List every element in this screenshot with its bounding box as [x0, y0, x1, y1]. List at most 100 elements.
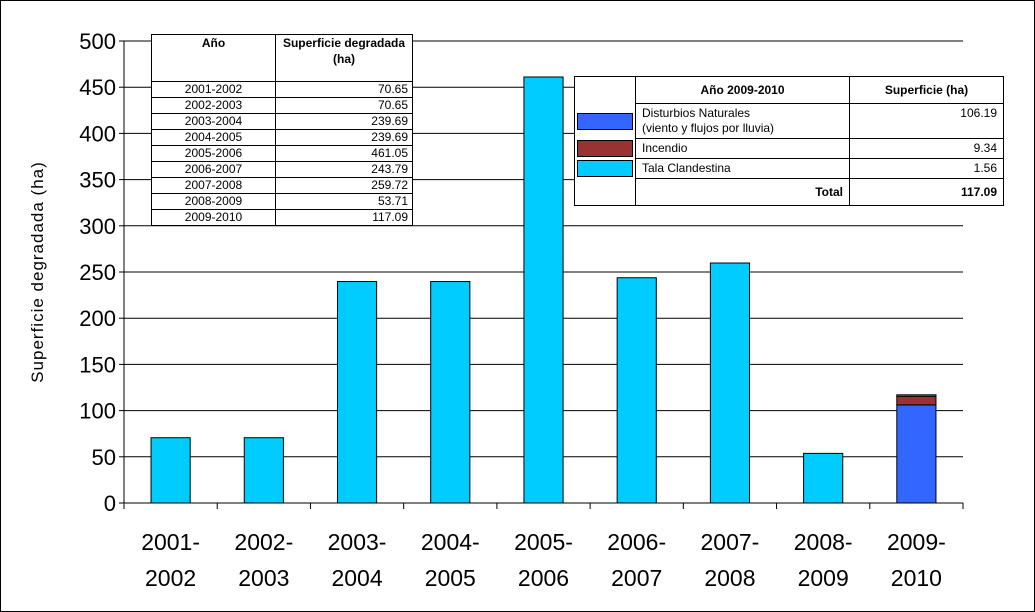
year-cell: 2006-2007: [151, 161, 276, 178]
bar: [616, 277, 657, 504]
area-value-cell: 461.05: [275, 145, 413, 162]
x-tick-label: 2001-: [141, 529, 200, 555]
y-tick-label: 300: [79, 214, 116, 239]
x-tick-label: 2008: [704, 565, 755, 591]
year-summary-table: Año Superficie degradada (ha) 2001-2002 7…: [151, 34, 413, 226]
area-value-cell: 259.72: [275, 177, 413, 194]
x-tick-label: 2005: [425, 565, 476, 591]
x-tick-label: 2003: [238, 565, 289, 591]
x-tick-label: 2007: [611, 565, 662, 591]
year-cell: 2002-2003: [151, 97, 276, 114]
area-value-cell: 239.69: [275, 129, 413, 146]
bar: [709, 262, 751, 504]
bar: [803, 452, 844, 504]
year-cell: 2003-2004: [151, 113, 276, 130]
bar: [523, 76, 564, 504]
legend-label: Incendio: [642, 141, 688, 155]
bar: [150, 437, 191, 504]
year-cell: 2004-2005: [151, 129, 276, 146]
y-axis-title: Superficie degradada (ha): [28, 161, 47, 383]
year-table-row: 2009-2010 117.09: [151, 209, 413, 226]
year-table-row: 2005-2006 461.05: [151, 145, 413, 162]
area-value-cell: 53.71: [275, 193, 413, 210]
bar: [430, 281, 471, 504]
legend-label-cell: Disturbios Naturales (viento y flujos por…: [635, 103, 850, 139]
year-column-header: Año: [151, 34, 276, 82]
x-tick-label: 2009: [798, 565, 849, 591]
y-tick-label: 350: [79, 168, 116, 193]
legend-swatch-header: [574, 76, 636, 104]
x-tick-label: 2003-: [328, 529, 387, 555]
legend-swatch: [577, 160, 633, 177]
area-value-cell: 239.69: [275, 113, 413, 130]
x-tick-label: 2004: [331, 565, 382, 591]
bar: [243, 437, 284, 504]
legend-value: 9.34: [849, 138, 1004, 159]
year-cell: 2007-2008: [151, 177, 276, 194]
y-tick-label: 150: [79, 352, 116, 377]
year-table-row: 2004-2005 239.69: [151, 129, 413, 146]
bar: [896, 395, 937, 406]
year-table-row: 2003-2004 239.69: [151, 113, 413, 130]
legend-total-spacer: [574, 178, 636, 206]
x-tick-label: 2004-: [421, 529, 480, 555]
year-cell: 2009-2010: [151, 209, 276, 226]
bar: [896, 404, 937, 504]
legend-label-detail: (viento y flujos por lluvia): [642, 121, 775, 135]
y-tick-label: 100: [79, 399, 116, 424]
y-tick-label: 400: [79, 121, 116, 146]
area-value-cell: 70.65: [275, 81, 413, 98]
legend-value: 106.19: [849, 103, 1004, 139]
legend-swatch-cell: [574, 158, 636, 179]
bar: [896, 394, 937, 397]
legend-label-cell: Tala Clandestina: [635, 158, 850, 179]
y-tick-label: 200: [79, 306, 116, 331]
y-tick-label: 0: [104, 491, 116, 516]
legend-row: Tala Clandestina 1.56: [574, 158, 1004, 179]
legend-label: Tala Clandestina: [642, 161, 731, 175]
legend-swatch: [577, 112, 633, 130]
year-table-row: 2007-2008 259.72: [151, 177, 413, 194]
year-table-row: 2002-2003 70.65: [151, 97, 413, 114]
legend-label: Disturbios Naturales: [642, 106, 751, 120]
legend-total-row: Total 117.09: [574, 178, 1004, 206]
legend-table: Año 2009-2010 Superficie (ha) Disturbios…: [574, 76, 1004, 206]
x-tick-label: 2006-: [607, 529, 666, 555]
legend-total-value: 117.09: [849, 178, 1004, 206]
legend-swatch-cell: [574, 138, 636, 159]
x-tick-label: 2006: [518, 565, 569, 591]
legend-year-header: Año 2009-2010: [635, 76, 850, 104]
y-tick-label: 500: [79, 29, 116, 54]
y-tick-label: 450: [79, 75, 116, 100]
x-tick-label: 2008-: [794, 529, 853, 555]
year-table-row: 2001-2002 70.65: [151, 81, 413, 98]
year-cell: 2001-2002: [151, 81, 276, 98]
x-tick-label: 2009-: [887, 529, 946, 555]
area-value-cell: 70.65: [275, 97, 413, 114]
x-tick-label: 2005-: [514, 529, 573, 555]
year-table-row: 2006-2007 243.79: [151, 161, 413, 178]
legend-swatch: [577, 140, 633, 157]
legend-label-cell: Incendio: [635, 138, 850, 159]
year-table-row: 2008-2009 53.71: [151, 193, 413, 210]
legend-swatch-cell: [574, 103, 636, 139]
year-cell: 2005-2006: [151, 145, 276, 162]
legend-area-header: Superficie (ha): [849, 76, 1004, 104]
x-tick-label: 2002-: [234, 529, 293, 555]
area-column-header: Superficie degradada (ha): [275, 34, 413, 82]
year-cell: 2008-2009: [151, 193, 276, 210]
area-value-cell: 117.09: [275, 209, 413, 226]
bar: [336, 281, 378, 504]
y-tick-label: 50: [92, 445, 116, 470]
x-tick-label: 2010: [891, 565, 942, 591]
x-tick-label: 2007-: [701, 529, 760, 555]
legend-row: Incendio 9.34: [574, 138, 1004, 159]
legend-total-label: Total: [635, 178, 850, 206]
legend-row: Disturbios Naturales (viento y flujos por…: [574, 103, 1004, 139]
area-value-cell: 243.79: [275, 161, 413, 178]
x-tick-label: 2002: [145, 565, 196, 591]
legend-value: 1.56: [849, 158, 1004, 179]
y-tick-label: 250: [79, 260, 116, 285]
